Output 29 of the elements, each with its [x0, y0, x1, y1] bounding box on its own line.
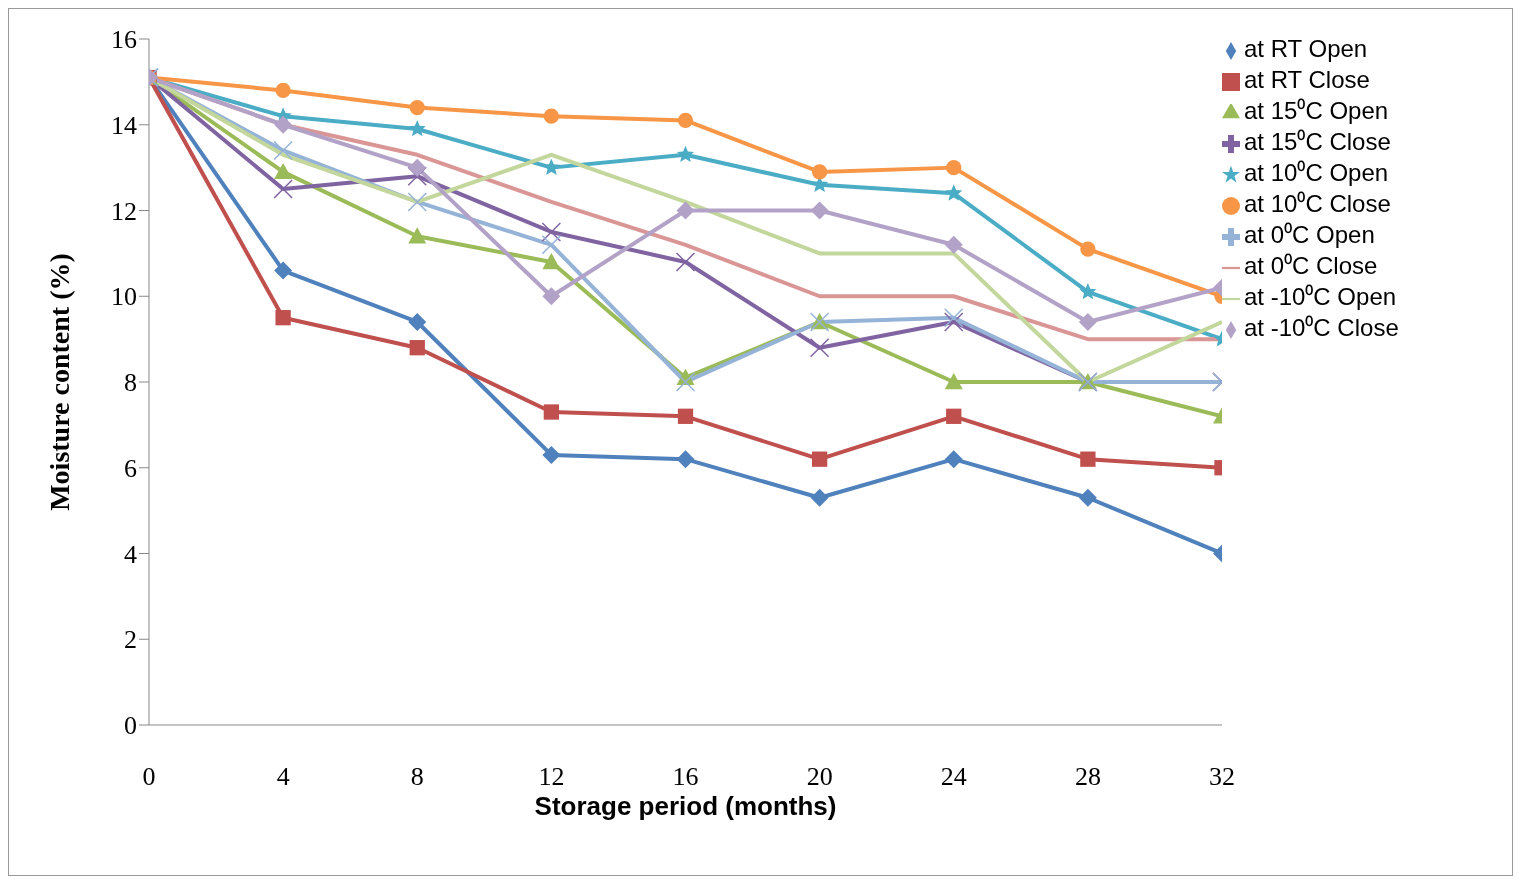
y-tick-label: 0: [124, 711, 137, 741]
legend-label: at 10⁰C Open: [1244, 159, 1389, 186]
x-tick-label: 20: [806, 762, 833, 792]
x-axis-title: Storage period (months): [534, 791, 837, 821]
legend-label: at -10⁰C Close: [1244, 314, 1399, 341]
legend-label: at RT Close: [1244, 66, 1370, 93]
x-tick-label: 24: [940, 762, 967, 792]
legend-label: at 0⁰C Open: [1244, 221, 1375, 248]
x-tick-label: 4: [276, 762, 290, 792]
x-tick-label: 32: [1209, 762, 1235, 792]
y-tick-label: 16: [111, 25, 137, 55]
y-tick-label: 10: [111, 282, 137, 312]
y-tick-label: 14: [111, 110, 137, 140]
x-tick-label: 28: [1074, 762, 1101, 792]
x-tick-label: 8: [410, 762, 424, 792]
y-axis-title: Moisture content (%): [43, 253, 75, 511]
legend-label: at 0⁰C Close: [1244, 252, 1378, 279]
x-tick-label: 16: [672, 762, 699, 792]
legend-label: at 10⁰C Close: [1244, 190, 1391, 217]
legend-label: at RT Open: [1244, 35, 1368, 62]
y-tick-label: 2: [124, 625, 137, 655]
legend-label: at 15⁰C Open: [1244, 97, 1389, 124]
y-tick-label: 6: [124, 453, 137, 483]
x-tick-label: 12: [538, 762, 565, 792]
y-tick-label: 12: [111, 196, 137, 226]
y-tick-label: 8: [124, 368, 137, 398]
legend-label: at -10⁰C Open: [1244, 283, 1397, 310]
y-tick-label: 4: [124, 539, 137, 569]
legend-label: at 15⁰C Close: [1244, 128, 1391, 155]
